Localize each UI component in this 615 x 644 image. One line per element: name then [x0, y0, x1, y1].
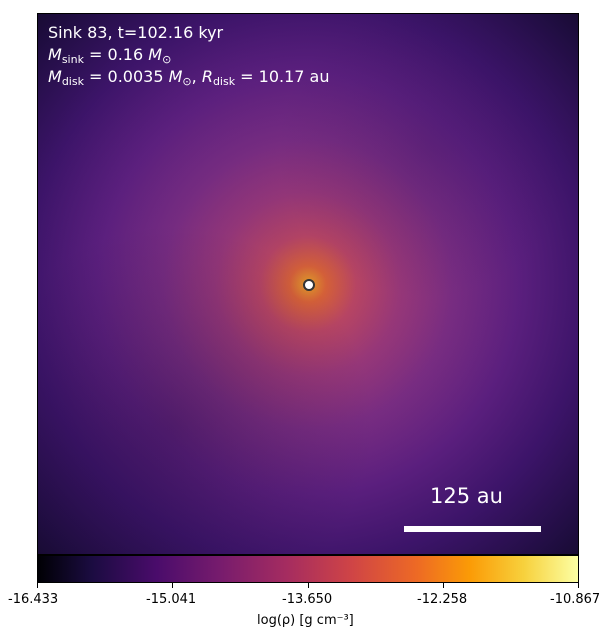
sink-marker	[303, 279, 315, 291]
sink-mass-subscript: sink	[61, 53, 84, 66]
colorbar	[37, 555, 579, 583]
sink-info-line: Sink 83, t=102.16 kyr	[48, 23, 224, 42]
colorbar-tick-label-3: -12.258	[417, 592, 468, 607]
colorbar-tick-label-2: -13.650	[282, 592, 333, 607]
colorbar-tick-label-0: -16.433	[8, 592, 59, 607]
disk-mass-value: = 0.0035	[83, 67, 169, 86]
scale-bar	[404, 526, 541, 532]
disk-radius-value: = 10.17 au	[235, 67, 330, 86]
density-map: Sink 83, t=102.16 kyr Msink = 0.16 M⊙ Md…	[37, 13, 579, 555]
colorbar-label: log(ρ) [g cm⁻³]	[257, 613, 354, 628]
colorbar-tick-4	[578, 583, 579, 588]
disk-mass-subscript: disk	[61, 75, 84, 88]
disk-solar-mass-subscript: ⊙	[182, 75, 192, 88]
colorbar-tick-2	[308, 583, 309, 588]
disk-radius-subscript: disk	[212, 75, 236, 88]
colorbar-tick-0	[37, 583, 38, 588]
solar-mass-subscript: ⊙	[162, 53, 172, 66]
disk-radius-symbol: R	[201, 67, 213, 86]
colorbar-tick-1	[172, 583, 173, 588]
colorbar-tick-label-1: -15.041	[146, 592, 197, 607]
colorbar-tick-label-4: -10.867	[550, 592, 601, 607]
disk-properties-line: Mdisk = 0.0035 M⊙, Rdisk = 10.17 au	[48, 66, 330, 92]
disk-mass-symbol: M	[48, 67, 62, 86]
solar-mass-symbol: M	[148, 45, 163, 64]
sink-mass-line: Msink = 0.16 M⊙	[48, 44, 171, 70]
colorbar-tick-3	[443, 583, 444, 588]
disk-solar-mass-symbol: M	[168, 67, 183, 86]
sink-mass-value: = 0.16	[83, 45, 149, 64]
disk-separator: ,	[191, 67, 202, 86]
sink-mass-symbol: M	[48, 45, 62, 64]
scale-bar-label: 125 au	[430, 484, 503, 508]
